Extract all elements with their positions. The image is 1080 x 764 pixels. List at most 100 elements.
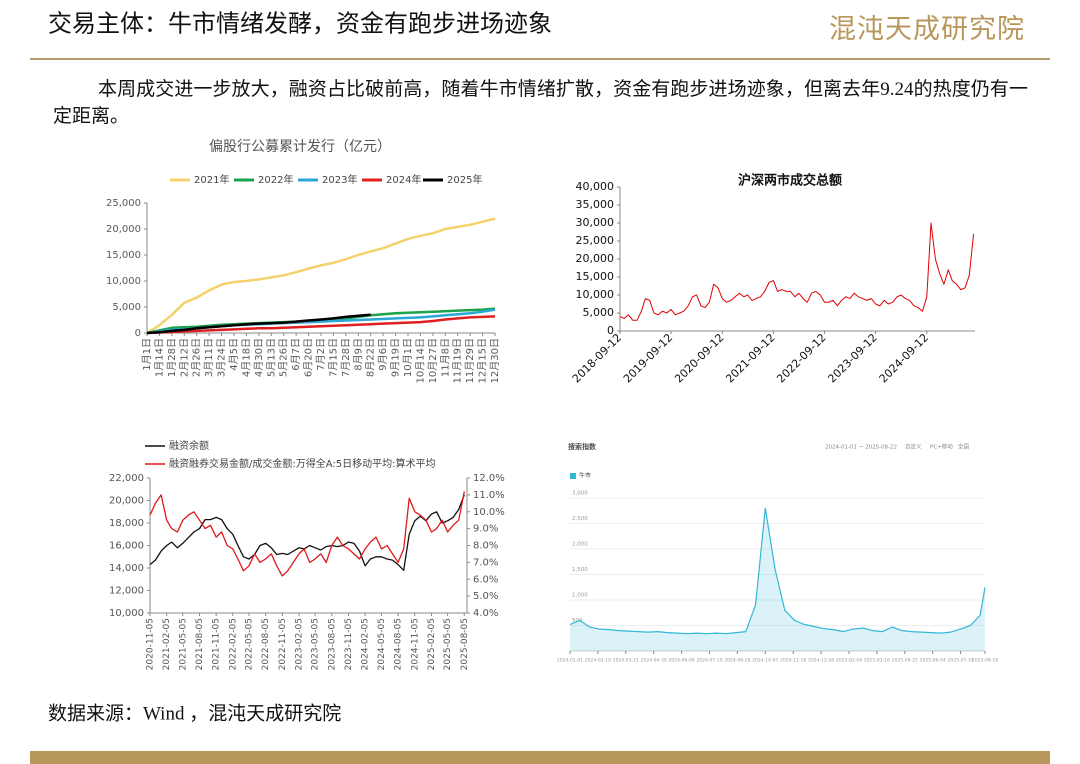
x-tick-label: 11月29日 bbox=[464, 338, 476, 383]
x-tick-label: 2024-03-21 bbox=[613, 658, 639, 664]
x-tick-label: 2025-07-14 bbox=[948, 658, 974, 664]
y-tick-label: 18,000 bbox=[109, 518, 144, 529]
x-tick-label: 9月6日 bbox=[377, 338, 389, 371]
x-tick-label: 2021-08-05 bbox=[195, 618, 205, 670]
y-tick-label: 25,000 bbox=[576, 234, 615, 247]
x-tick-label: 2025-02-04 bbox=[836, 658, 862, 664]
x-tick-label: 7月2日 bbox=[315, 338, 327, 371]
y-tick-label: 1,000 bbox=[572, 593, 588, 599]
y-tick-label: 15,000 bbox=[106, 250, 141, 261]
x-tick-label: 2022-05-05 bbox=[244, 618, 254, 670]
x-tick-label: 2022-02-05 bbox=[228, 618, 238, 670]
line bbox=[149, 494, 465, 571]
x-tick-label: 2024-04-30 bbox=[641, 658, 667, 664]
line bbox=[146, 308, 496, 335]
y-tick-label: 35,000 bbox=[576, 198, 615, 211]
x-tick-label: 2023-08-05 bbox=[327, 618, 337, 670]
y2-tick-label: 11.0% bbox=[473, 490, 505, 501]
filter-item: 自定义 bbox=[905, 443, 922, 451]
x-tick-label: 2022-11-05 bbox=[278, 618, 288, 670]
x-tick-label: 12月15日 bbox=[477, 338, 489, 383]
x-tick-label: 2019-09-12 bbox=[621, 331, 675, 385]
x-tick-label: 2020-09-12 bbox=[672, 331, 726, 385]
source-note: 数据来源：Wind ，混沌天成研究院 bbox=[48, 702, 341, 724]
x-tick-label: 1月1日 bbox=[141, 338, 153, 371]
x-tick-label: 2025-03-16 bbox=[864, 658, 890, 664]
x-tick-label: 2月12日 bbox=[178, 338, 190, 377]
x-tick-label: 2021-05-05 bbox=[178, 618, 188, 670]
x-tick-label: 6月7日 bbox=[290, 338, 302, 371]
legend-label: 2025年 bbox=[447, 173, 482, 186]
x-tick-label: 2024-02-05 bbox=[361, 618, 371, 670]
x-tick-label: 2021-02-05 bbox=[162, 618, 172, 670]
y-tick-label: 5,000 bbox=[583, 306, 615, 319]
x-tick-label: 10月27日 bbox=[427, 338, 439, 383]
y-tick-label: 2,000 bbox=[572, 542, 588, 548]
x-tick-label: 2018-09-12 bbox=[570, 331, 624, 385]
x-tick-label: 2023-02-05 bbox=[294, 618, 304, 670]
x-tick-label: 10月14日 bbox=[414, 338, 426, 383]
line bbox=[146, 217, 496, 335]
y-tick-label: 30,000 bbox=[576, 216, 615, 229]
legend-label: 融资融券交易金额/成交金额:万得全A:5日移动平均:算术平均 bbox=[169, 457, 436, 470]
x-tick-label: 7月15日 bbox=[327, 338, 339, 377]
y-tick-label: 10,000 bbox=[109, 608, 144, 619]
x-tick-label: 2021-11-05 bbox=[212, 618, 222, 670]
x-tick-label: 6月20日 bbox=[303, 338, 315, 377]
y-tick-label: 3,000 bbox=[572, 491, 588, 497]
line bbox=[146, 315, 496, 335]
x-tick-label: 2023-11-05 bbox=[344, 618, 354, 670]
legend-swatch bbox=[570, 473, 576, 479]
x-tick-label: 2023-05-05 bbox=[311, 618, 321, 670]
x-tick-label: 1月14日 bbox=[153, 338, 165, 377]
x-tick-label: 2025-08-05 bbox=[460, 618, 470, 670]
y-tick-label: 40,000 bbox=[576, 180, 615, 193]
x-tick-label: 2022-09-12 bbox=[774, 331, 828, 385]
x-tick-label: 2024-05-05 bbox=[377, 618, 387, 670]
y-tick-label: 0 bbox=[607, 324, 614, 337]
legend-label: 牛市 bbox=[579, 472, 591, 480]
y-tick-label: 16,000 bbox=[109, 541, 144, 552]
x-tick-label: 4月5日 bbox=[228, 338, 240, 371]
x-tick-label: 10月1日 bbox=[402, 338, 414, 377]
x-tick-label: 5月13日 bbox=[265, 338, 277, 377]
chart-title: 沪深两市成交总额 bbox=[738, 173, 842, 189]
y-tick-label: 15,000 bbox=[576, 270, 615, 283]
y2-tick-label: 5.0% bbox=[473, 591, 498, 602]
y-tick-label: 20,000 bbox=[109, 496, 144, 507]
header-rule bbox=[30, 58, 1050, 60]
y-tick-label: 2,500 bbox=[572, 516, 588, 522]
x-tick-label: 2022-08-05 bbox=[261, 618, 271, 670]
y-tick-label: 14,000 bbox=[109, 563, 144, 574]
y-tick-label: 12,000 bbox=[109, 586, 144, 597]
filter-item: 全国 bbox=[958, 443, 970, 451]
x-tick-label: 2020-11-05 bbox=[146, 618, 156, 670]
x-tick-label: 11月19日 bbox=[452, 338, 464, 383]
x-tick-label: 11月8日 bbox=[439, 338, 451, 377]
line bbox=[619, 222, 975, 321]
chart-title: 搜索指数 bbox=[568, 442, 597, 451]
x-tick-label: 2月26日 bbox=[191, 338, 203, 377]
y-tick-label: 20,000 bbox=[106, 224, 141, 235]
x-tick-label: 4月18日 bbox=[240, 338, 252, 377]
x-tick-label: 9月19日 bbox=[390, 338, 402, 377]
x-tick-label: 2025-06-04 bbox=[920, 658, 946, 664]
y2-tick-label: 7.0% bbox=[473, 557, 498, 568]
x-tick-label: 2024-06-09 bbox=[669, 658, 695, 664]
y-tick-label: 1,500 bbox=[572, 567, 588, 573]
x-tick-label: 5月26日 bbox=[278, 338, 290, 377]
x-tick-label: 8月9日 bbox=[352, 338, 364, 371]
x-tick-label: 2024-08-28 bbox=[724, 658, 750, 664]
legend-label: 融资余额 bbox=[169, 439, 209, 452]
x-tick-label: 2024-01-01 bbox=[557, 658, 583, 664]
legend-label: 2024年 bbox=[386, 173, 421, 186]
y-tick-label: 0 bbox=[135, 328, 141, 339]
y2-tick-label: 12.0% bbox=[473, 473, 505, 484]
logo: 混沌天成研究院 bbox=[829, 14, 1025, 44]
y-tick-label: 5,000 bbox=[112, 302, 141, 313]
x-tick-label: 2024-10-07 bbox=[752, 658, 778, 664]
line bbox=[149, 491, 465, 577]
x-tick-label: 7月28日 bbox=[340, 338, 352, 377]
x-tick-label: 2025-02-05 bbox=[427, 618, 437, 670]
